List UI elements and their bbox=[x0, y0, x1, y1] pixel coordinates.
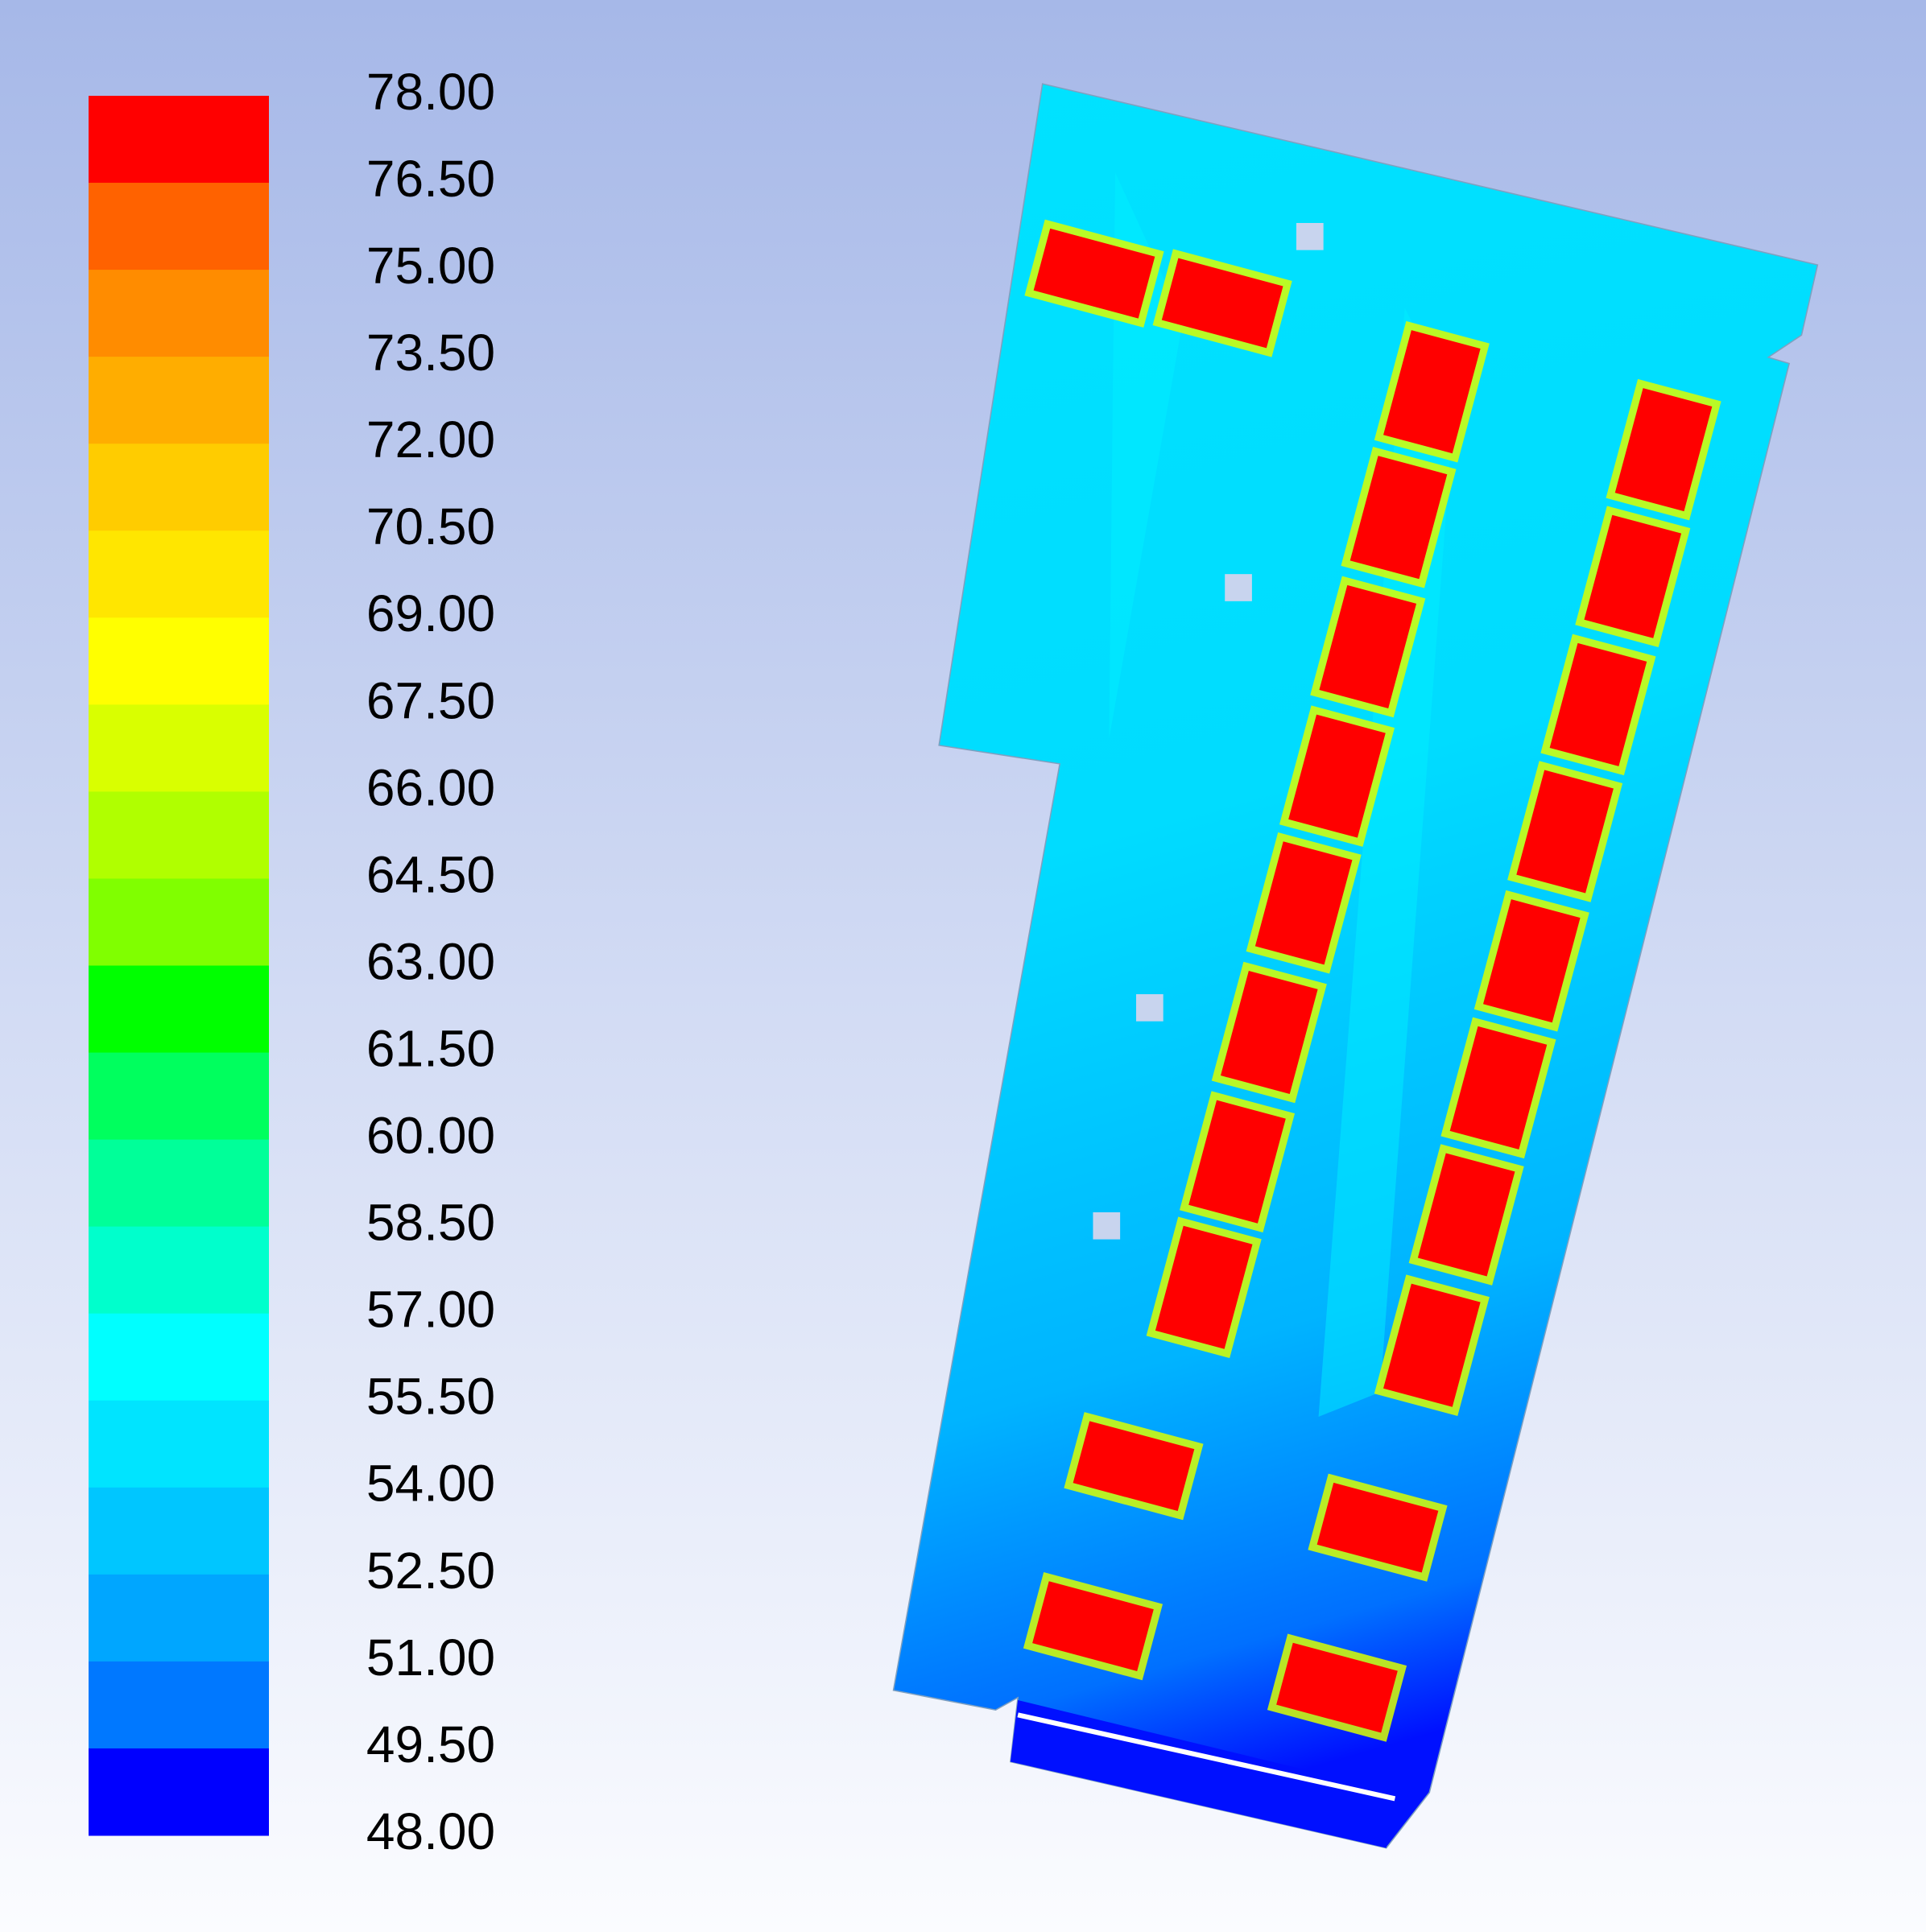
legend-band bbox=[89, 965, 269, 1054]
legend-label: 75.00 bbox=[366, 237, 495, 295]
building bbox=[1349, 456, 1448, 580]
legend-band bbox=[89, 704, 269, 792]
building bbox=[1155, 1225, 1253, 1349]
building bbox=[1221, 970, 1318, 1095]
building bbox=[1614, 388, 1713, 512]
simulation-domain bbox=[892, 83, 1819, 1849]
building bbox=[1482, 899, 1581, 1023]
legend-label: 49.50 bbox=[366, 1715, 495, 1773]
legend-band bbox=[89, 530, 269, 618]
legend-label: 54.00 bbox=[366, 1455, 495, 1513]
building bbox=[1516, 770, 1614, 894]
legend-band bbox=[89, 1661, 269, 1749]
building bbox=[1417, 1153, 1515, 1277]
building bbox=[1288, 714, 1386, 838]
obstacle bbox=[1093, 1212, 1121, 1240]
legend-band bbox=[89, 96, 269, 184]
legend-band bbox=[89, 270, 269, 357]
legend-label: 52.50 bbox=[366, 1542, 495, 1600]
building bbox=[1316, 1482, 1439, 1573]
legend-label: 55.50 bbox=[366, 1368, 495, 1426]
legend-band bbox=[89, 1313, 269, 1402]
legend-label: 51.00 bbox=[366, 1629, 495, 1686]
legend-band bbox=[89, 1226, 269, 1315]
building bbox=[1449, 1026, 1548, 1150]
obstacle bbox=[1225, 574, 1252, 601]
legend-label: 60.00 bbox=[366, 1107, 495, 1165]
legend-label: 61.50 bbox=[366, 1019, 495, 1077]
legend-label: 66.00 bbox=[366, 758, 495, 816]
legend-band bbox=[89, 1139, 269, 1228]
legend-label: 64.50 bbox=[366, 845, 495, 903]
obstacle bbox=[1136, 994, 1163, 1022]
legend-band bbox=[89, 1052, 269, 1141]
legend-band bbox=[89, 878, 269, 966]
legend-band bbox=[89, 791, 269, 879]
legend-label: 76.50 bbox=[366, 150, 495, 208]
building bbox=[1383, 1283, 1481, 1407]
obstacle bbox=[1296, 223, 1324, 250]
building bbox=[1584, 514, 1682, 638]
legend-band bbox=[89, 617, 269, 705]
legend-label: 57.00 bbox=[366, 1281, 495, 1339]
legend-band bbox=[89, 1748, 269, 1836]
legend-label: 72.00 bbox=[366, 411, 495, 469]
legend-band bbox=[89, 1487, 269, 1575]
building bbox=[1383, 330, 1481, 454]
color-legend: 78.00 76.50 75.00 73.50 72.00 70.50 69.00 67.50… bbox=[89, 63, 495, 1860]
building bbox=[1276, 1642, 1398, 1733]
legend-band bbox=[89, 183, 269, 270]
legend-label: 63.00 bbox=[366, 932, 495, 990]
legend-band bbox=[89, 357, 269, 444]
building bbox=[1161, 258, 1283, 349]
legend-band bbox=[89, 1400, 269, 1488]
legend-label: 70.50 bbox=[366, 497, 495, 555]
wake-region bbox=[1109, 172, 1454, 1417]
legend-label: 73.50 bbox=[366, 324, 495, 382]
legend-band bbox=[89, 444, 269, 531]
domain-gap bbox=[1017, 1712, 1396, 1802]
building bbox=[1188, 1100, 1286, 1224]
legend-label: 48.00 bbox=[366, 1802, 495, 1860]
building bbox=[1033, 228, 1155, 319]
legend-label: 58.50 bbox=[366, 1194, 495, 1252]
building bbox=[1319, 584, 1417, 708]
legend-label: 78.00 bbox=[366, 63, 495, 121]
legend-band bbox=[89, 1574, 269, 1662]
building bbox=[1073, 1421, 1195, 1512]
legend-label: 69.00 bbox=[366, 584, 495, 642]
building bbox=[1032, 1581, 1154, 1671]
legend-label: 67.50 bbox=[366, 671, 495, 729]
building bbox=[1254, 841, 1353, 965]
building bbox=[1549, 642, 1647, 766]
